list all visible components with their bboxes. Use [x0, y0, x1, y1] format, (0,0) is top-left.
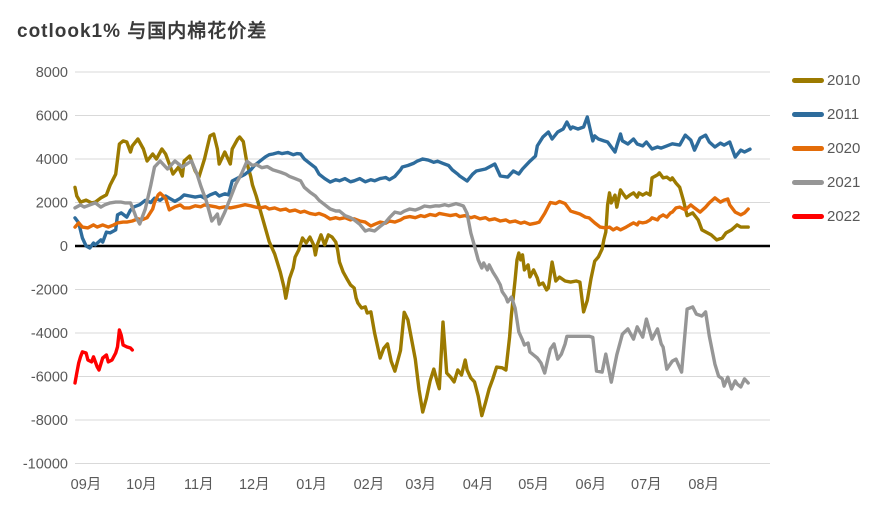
legend-label: 2020: [827, 139, 861, 157]
y-tick-label: 0: [60, 239, 68, 255]
series-line-2020: [73, 191, 750, 232]
x-tick-label: 06月: [576, 477, 607, 493]
series-line-2021: [73, 159, 750, 391]
series-line-2011: [73, 115, 752, 250]
series-lines: [73, 115, 752, 418]
y-tick-label: -4000: [31, 326, 68, 342]
x-tick-label: 12月: [239, 477, 270, 493]
legend-label: 2010: [827, 71, 861, 89]
x-tick-label: 04月: [463, 477, 494, 493]
legend-item-2020[interactable]: 2020: [792, 138, 860, 158]
legend-swatch-2022: [792, 213, 824, 219]
y-tick-label: -8000: [31, 413, 68, 429]
y-tick-label: -10000: [23, 457, 68, 473]
legend-label: 2022: [827, 207, 861, 225]
legend-swatch-2011: [792, 111, 824, 117]
y-tick-label: -2000: [31, 283, 68, 299]
y-tick-label: 6000: [36, 109, 68, 125]
legend-item-2011[interactable]: 2011: [792, 104, 860, 124]
y-tick-label: 4000: [36, 152, 68, 168]
series-line-2010: [73, 132, 750, 418]
chart-title: cotlook1% 与国内棉花价差: [17, 21, 268, 42]
x-tick-label: 08月: [688, 477, 719, 493]
x-tick-labels: 09月 10月 11月 12月 01月 02月 03月 04月 05月 06月 07月 08月: [71, 477, 719, 493]
legend-swatch-2021: [792, 179, 824, 185]
x-tick-label: 01月: [296, 477, 327, 493]
x-tick-label: 09月: [71, 477, 102, 493]
x-tick-label: 03月: [405, 477, 436, 493]
x-tick-label: 05月: [518, 477, 549, 493]
y-tick-label: 8000: [36, 65, 68, 81]
legend-label: 2021: [827, 173, 861, 191]
x-tick-label: 11月: [184, 477, 214, 493]
x-tick-label: 02月: [354, 477, 385, 493]
legend-label: 2011: [827, 105, 860, 123]
legend-swatch-2020: [792, 145, 824, 151]
y-tick-label: -6000: [31, 370, 68, 386]
legend-swatch-2010: [792, 77, 824, 83]
legend-item-2022[interactable]: 2022: [792, 206, 860, 226]
legend-item-2021[interactable]: 2021: [792, 172, 860, 192]
legend-item-2010[interactable]: 2010: [792, 70, 860, 90]
x-tick-label: 07月: [631, 477, 662, 493]
y-tick-label: 2000: [36, 196, 68, 212]
x-tick-label: 10月: [126, 477, 157, 493]
chart-legend: 2010 2011 2020 2021 2022: [792, 70, 860, 240]
series-line-2022: [73, 328, 135, 385]
y-tick-labels: 8000 6000 4000 2000 0 -2000 -4000 -6000 -8000 -10…: [23, 65, 68, 473]
